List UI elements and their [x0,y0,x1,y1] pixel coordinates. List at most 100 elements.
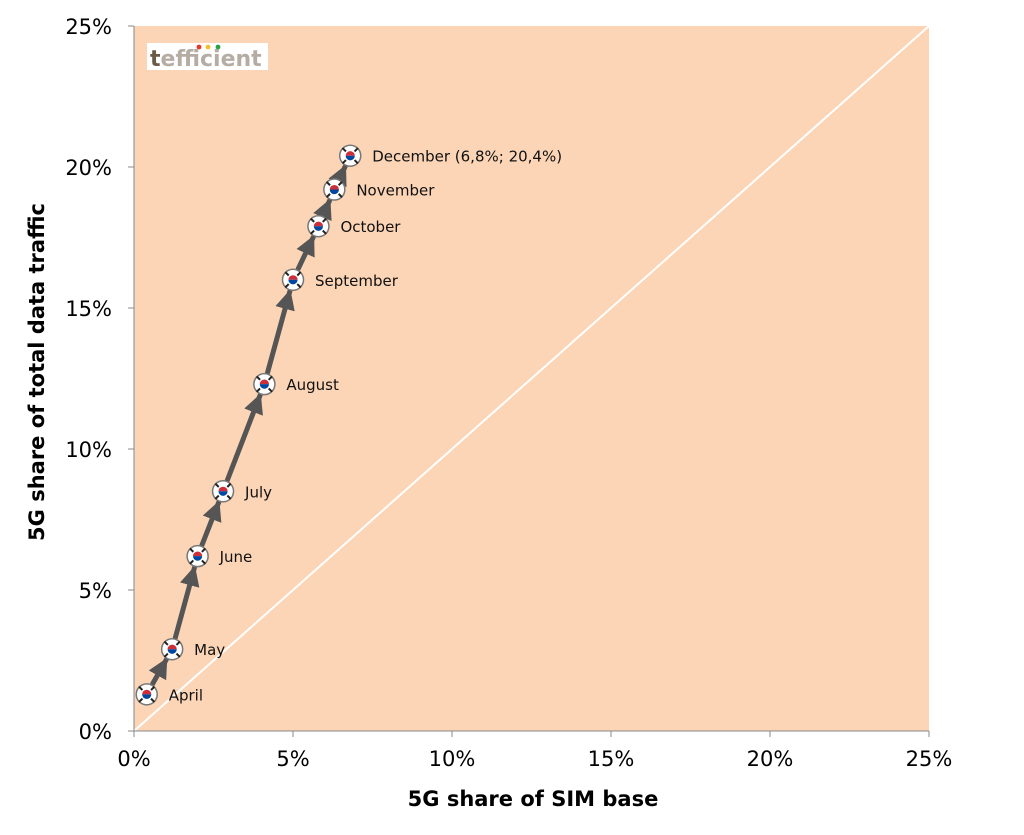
trajectory-arrow [265,288,295,376]
data-point-marker [307,214,330,238]
tefficient-logo: tefficient [147,43,268,72]
marker-top-half [259,379,269,385]
logo-dot [205,44,211,50]
marker-bar [226,482,232,488]
marker-bar [353,159,359,165]
trajectory-arrow [224,392,263,483]
point-label: July [244,483,272,501]
marker-bar [214,482,220,488]
data-point-marker [135,683,158,706]
x-tick-label: 5% [276,747,309,771]
marker-bar [353,147,359,153]
marker-bar [201,559,207,565]
marker-bar [337,181,343,186]
data-point-marker [338,144,362,167]
logo-dot [196,44,202,50]
trajectory-arrow [172,565,200,641]
marker-bar [310,229,315,235]
marker-top-half [167,644,177,650]
marker-bar [325,181,331,186]
marker-bottom-half [193,556,203,561]
y-tick-label: 20% [65,156,112,180]
marker-bar [267,375,273,381]
trajectory-arrow [295,234,316,272]
point-label: September [315,272,399,290]
marker-top-half [218,486,228,492]
marker-bar [150,697,156,703]
x-tick-label: 25% [906,747,953,771]
marker-bottom-half [345,155,355,161]
marker-bar [189,559,195,565]
marker-top-half [193,551,203,557]
data-points [135,144,362,706]
marker-bar [284,283,290,289]
y-axis-ticks: 0% 5% 10% 15% 20% 25% [65,15,134,744]
trajectory-arrow [199,499,222,548]
trajectory-arrow [313,198,333,222]
x-axis-title: 5G share of SIM base [408,787,659,811]
marker-bar [322,229,327,235]
marker-bar [214,494,220,500]
data-point-marker [211,480,235,503]
marker-bar [341,159,347,165]
point-label: May [194,641,225,659]
marker-bar [296,283,302,289]
data-point-marker [186,544,209,568]
y-tick-label: 25% [65,15,112,39]
marker-bar [189,547,195,553]
trajectory-arrow [328,164,348,188]
point-label: August [286,376,339,394]
logo-dot [215,44,221,50]
marker-bar [163,652,169,658]
marker-bar [310,217,315,223]
marker-top-half [345,151,355,156]
marker-bottom-half [259,384,269,389]
data-point-marker [281,268,305,292]
x-tick-label: 20% [747,747,794,771]
marker-bottom-half [167,649,177,654]
marker-bar [296,271,302,277]
marker-bar [226,494,232,500]
svg-text:tefficient: tefficient [150,47,262,72]
marker-bar [255,387,261,393]
marker-bar [337,193,343,198]
point-label: December (6,8%; 20,4%) [372,148,562,166]
marker-bottom-half [329,189,339,195]
marker-top-half [288,275,298,280]
data-point-marker [253,372,276,396]
marker-bottom-half [313,226,324,231]
x-axis-ticks: 0% 5% 10% 15% 20% 25% [117,731,952,771]
x-tick-label: 10% [429,747,476,771]
marker-bar [175,640,181,646]
marker-bar [341,147,347,153]
logo-dots [196,44,221,50]
marker-top-half [329,184,339,190]
point-labels: April May June July August September October No… [169,148,562,705]
marker-bar [284,271,290,277]
marker-bottom-half [142,694,152,699]
marker-top-half [142,689,152,695]
point-label: November [356,182,435,200]
point-label: June [219,548,253,566]
trajectory-arrow [148,657,169,687]
marker-bar [138,697,144,703]
y-tick-label: 15% [65,297,112,321]
marker-bar [138,685,144,691]
marker-bottom-half [218,491,228,496]
data-point-marker [160,637,184,661]
marker-bar [163,640,169,646]
axes [133,26,929,732]
marker-bottom-half [288,279,298,285]
y-axis-title: 5G share of total data traffic [25,203,49,541]
marker-bar [201,547,207,553]
marker-bar [267,387,273,393]
marker-bar [150,685,156,691]
point-label: April [169,686,203,704]
y-tick-label: 10% [65,438,112,462]
data-point-marker [323,178,346,201]
marker-bar [322,217,327,223]
reference-diagonal-line [133,25,930,732]
marker-top-half [313,221,324,227]
marker-bar [325,193,331,198]
